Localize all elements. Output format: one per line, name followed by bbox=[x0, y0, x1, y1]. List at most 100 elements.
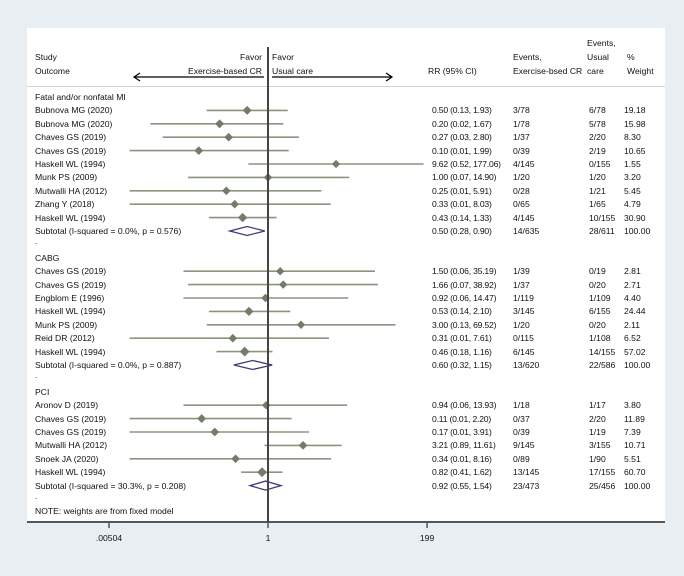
point-estimate-marker bbox=[242, 105, 252, 115]
subtotal-row-rr-ci: 0.92 (0.55, 1.54) bbox=[432, 480, 492, 491]
study-row-events-exercise: 3/78 bbox=[513, 105, 530, 116]
header-favor-left: Favor bbox=[240, 52, 262, 62]
study-row-label: Munk PS (2009) bbox=[35, 172, 98, 183]
study-row-rr-ci: 0.17 (0.01, 3.91) bbox=[432, 427, 492, 437]
header-events-ex-1: Events, bbox=[513, 52, 542, 62]
study-row-label: Haskell WL (1994) bbox=[35, 306, 106, 317]
x-tick-label: .00504 bbox=[95, 533, 123, 543]
point-estimate-marker bbox=[215, 119, 225, 129]
study-row-events-exercise: 0/89 bbox=[513, 453, 530, 464]
study-row-weight: 8.30 bbox=[624, 132, 641, 143]
subtotal-diamond bbox=[233, 359, 273, 371]
study-row-rr-ci: 0.50 (0.13, 1.93) bbox=[432, 105, 492, 116]
point-estimate-marker bbox=[244, 306, 254, 316]
study-row-label: Chaves GS (2019) bbox=[35, 266, 107, 277]
arrow-right-icon bbox=[272, 72, 394, 82]
study-row-events-usual: 14/155 bbox=[589, 346, 616, 357]
study-row-weight: 10.71 bbox=[624, 440, 646, 451]
group-heading: PCI bbox=[35, 386, 50, 397]
point-estimate-marker bbox=[231, 454, 240, 464]
study-row-rr-ci: 9.62 (0.52, 177.06) bbox=[432, 159, 501, 169]
study-row-rr-ci: 0.53 (0.14, 2.10) bbox=[432, 306, 492, 317]
study-row-rr-ci: 0.46 (0.18, 1.16) bbox=[432, 346, 492, 357]
x-tick-label: 1 bbox=[265, 533, 271, 543]
header-weight-2: Weight bbox=[627, 66, 654, 76]
point-estimate-marker bbox=[228, 333, 238, 343]
separator-dot: . bbox=[35, 370, 38, 381]
subtotal-row-events-usual: 28/611 bbox=[589, 226, 615, 236]
study-row-weight: 2.81 bbox=[624, 266, 641, 277]
study-row-label: Mutwalli HA (2012) bbox=[35, 185, 108, 196]
point-estimate-marker bbox=[224, 132, 234, 142]
study-row-events-usual: 1/108 bbox=[589, 333, 611, 344]
study-row-events-exercise: 0/28 bbox=[513, 185, 530, 196]
header-outcome: Outcome bbox=[35, 66, 70, 76]
study-row-events-exercise: 0/65 bbox=[513, 199, 530, 210]
header-weight-1: % bbox=[627, 52, 635, 62]
subtotal-row-weight: 100.00 bbox=[624, 226, 651, 236]
study-row-rr-ci: 0.10 (0.01, 1.99) bbox=[432, 145, 492, 156]
study-row-events-usual: 0/20 bbox=[589, 279, 606, 290]
study-row-weight: 3.80 bbox=[624, 400, 641, 411]
study-row-events-usual: 5/78 bbox=[589, 118, 606, 129]
study-row-label: Chaves GS (2019) bbox=[35, 279, 107, 290]
study-row-weight: 11.89 bbox=[624, 413, 645, 424]
study-row-weight: 24.44 bbox=[624, 306, 646, 317]
study-row-events-usual: 17/155 bbox=[589, 467, 616, 478]
group-heading: Fatal and/or nonfatal MI bbox=[35, 92, 126, 102]
study-row-events-usual: 1/65 bbox=[589, 199, 606, 210]
study-row-events-usual: 1/17 bbox=[589, 400, 606, 411]
study-row-weight: 57.02 bbox=[624, 346, 646, 357]
study-row-rr-ci: 0.31 (0.01, 7.61) bbox=[432, 333, 492, 344]
study-row-label: Chaves GS (2019) bbox=[35, 132, 107, 143]
study-row-label: Engblom E (1996) bbox=[35, 293, 105, 303]
study-row-weight: 2.11 bbox=[624, 319, 641, 330]
study-row-rr-ci: 1.66 (0.07, 38.92) bbox=[432, 279, 497, 290]
study-row-events-exercise: 1/39 bbox=[513, 266, 530, 277]
study-row-weight: 2.71 bbox=[624, 279, 641, 290]
study-row-weight: 60.70 bbox=[624, 467, 646, 478]
separator-dot: . bbox=[35, 491, 38, 501]
study-row-weight: 3.20 bbox=[624, 172, 641, 183]
study-row-events-exercise: 1/20 bbox=[513, 172, 530, 183]
point-estimate-marker bbox=[275, 266, 285, 276]
study-row-weight: 7.39 bbox=[624, 427, 641, 437]
study-row-label: Snoek JA (2020) bbox=[35, 453, 99, 464]
point-estimate-marker bbox=[261, 400, 271, 410]
study-row-events-usual: 1/19 bbox=[589, 427, 606, 437]
subtotal-row-events-exercise: 23/473 bbox=[513, 480, 540, 491]
subtotal-row-rr-ci: 0.50 (0.28, 0.90) bbox=[432, 226, 492, 236]
point-estimate-marker bbox=[222, 186, 231, 196]
study-row-events-exercise: 9/145 bbox=[513, 440, 535, 451]
study-row-weight: 5.45 bbox=[624, 185, 641, 196]
study-row-rr-ci: 0.43 (0.14, 1.33) bbox=[432, 212, 492, 223]
study-row-events-usual: 6/155 bbox=[589, 306, 611, 317]
study-row-label: Bubnova MG (2020) bbox=[35, 118, 113, 129]
subtotal-diamond bbox=[247, 480, 284, 491]
study-row-rr-ci: 0.33 (0.01, 8.03) bbox=[432, 199, 492, 210]
header-rr: RR (95% CI) bbox=[428, 66, 477, 76]
study-row-events-usual: 2/19 bbox=[589, 145, 606, 156]
study-row-rr-ci: 1.00 (0.07, 14.90) bbox=[432, 172, 497, 183]
study-row-events-usual: 3/155 bbox=[589, 440, 611, 451]
point-estimate-marker bbox=[210, 427, 220, 437]
subtotal-row-events-usual: 22/586 bbox=[589, 360, 616, 370]
arrow-left-icon bbox=[132, 72, 264, 82]
study-row-events-exercise: 0/37 bbox=[513, 413, 530, 424]
point-estimate-marker bbox=[331, 159, 341, 169]
study-row-rr-ci: 0.25 (0.01, 5.91) bbox=[432, 185, 492, 196]
subtotal-row-weight: 100.00 bbox=[624, 360, 651, 370]
study-row-weight: 30.90 bbox=[624, 212, 646, 223]
study-row-weight: 4.40 bbox=[624, 293, 641, 303]
study-row-events-exercise: 1/18 bbox=[513, 400, 530, 411]
study-row-label: Mutwalli HA (2012) bbox=[35, 440, 108, 451]
header-events-uc-1: Events, bbox=[587, 38, 616, 48]
footnote: NOTE: weights are from fixed model bbox=[35, 506, 174, 517]
subtotal-row-events-exercise: 13/620 bbox=[513, 360, 540, 370]
study-row-label: Munk PS (2009) bbox=[35, 319, 98, 330]
study-row-label: Haskell WL (1994) bbox=[35, 159, 106, 169]
study-row-weight: 1.55 bbox=[624, 159, 641, 169]
point-estimate-marker bbox=[230, 199, 239, 209]
study-row-label: Chaves GS (2019) bbox=[35, 427, 107, 437]
point-estimate-marker bbox=[279, 280, 288, 289]
